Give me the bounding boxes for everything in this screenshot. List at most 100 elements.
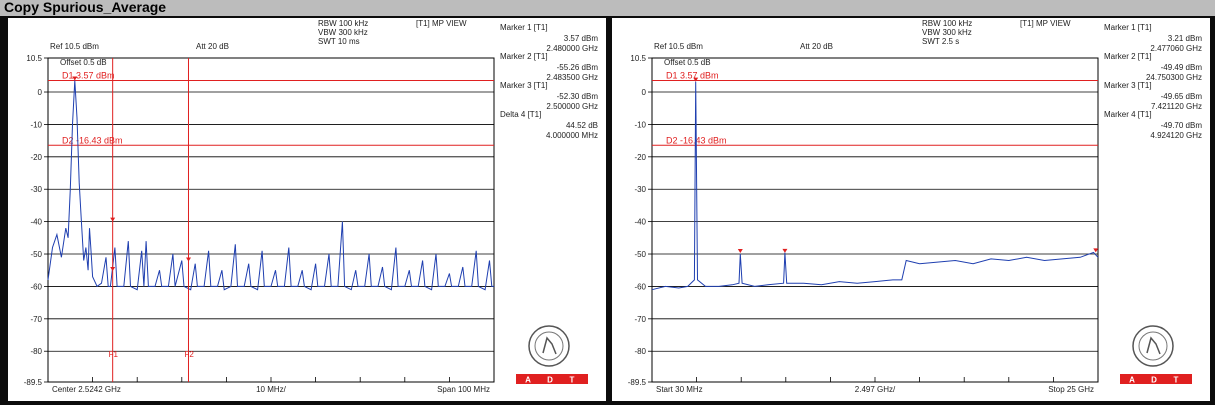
marker-glyph (110, 217, 116, 222)
y-tick-label: -89.5 (628, 378, 647, 387)
adt-logo-letter: T (1174, 376, 1179, 385)
view-mode-label: [T1] MP VIEW (1020, 19, 1071, 28)
marker-value: -49.65 dBm (1161, 92, 1203, 101)
adt-logo-bar (516, 374, 588, 384)
marker-value: 44.52 dB (566, 121, 598, 130)
x-division-label: 2.497 GHz/ (855, 385, 896, 394)
marker-value: 3.21 dBm (1168, 34, 1203, 43)
x-start-label: Start 30 MHz (656, 385, 703, 394)
adt-logo-letter: A (525, 376, 531, 385)
y-tick-label: -30 (30, 185, 42, 194)
y-tick-label: 0 (38, 88, 43, 97)
y-tick-label: -50 (634, 250, 646, 259)
marker-value: -49.70 dBm (1161, 121, 1203, 130)
d1-label: D1 3.57 dBm (62, 70, 115, 80)
adt-logo-bar (1120, 374, 1192, 384)
marker-glyph (1093, 248, 1099, 253)
offset-label: Offset 0.5 dB (60, 58, 107, 67)
y-tick-label: -70 (634, 315, 646, 324)
plot-frame (651, 57, 1099, 383)
attenuation-label: Att 20 dB (196, 42, 229, 51)
y-tick-label: -80 (634, 347, 646, 356)
ref-level-label: Ref 10.5 dBm (50, 42, 99, 51)
marker-frequency: 2.477060 GHz (1150, 44, 1202, 53)
adt-logo-letter: T (570, 376, 575, 385)
marker-glyph (737, 249, 743, 254)
page-title: Copy Spurious_Average (4, 0, 167, 15)
vbw-label: VBW 300 kHz (922, 28, 972, 37)
seal-inner-ring (1138, 331, 1168, 361)
marker-frequency: 2.480000 GHz (546, 44, 598, 53)
y-tick-label: -20 (634, 153, 646, 162)
x-division-label: 10 MHz/ (256, 385, 287, 394)
ref-level-label: Ref 10.5 dBm (654, 42, 703, 51)
y-tick-label: -89.5 (24, 378, 43, 387)
adt-logo-letter: D (1151, 376, 1157, 385)
d1-label: D1 3.57 dBm (666, 70, 719, 80)
seal-figure (1146, 336, 1161, 355)
adt-logo-letter: D (547, 376, 553, 385)
x-end-label: Stop 25 GHz (1048, 385, 1094, 394)
marker-frequency: 2.483500 GHz (546, 73, 598, 82)
marker-frequency: 2.500000 GHz (546, 102, 598, 111)
marker-title: Marker 1 [T1] (500, 23, 548, 32)
y-tick-label: -40 (634, 218, 646, 227)
marker-value: -55.26 dBm (557, 63, 599, 72)
spectrum-trace (47, 80, 494, 291)
f1-label: F1 (109, 350, 119, 359)
rbw-label: RBW 100 kHz (922, 19, 972, 28)
marker-frequency: 4.924120 GHz (1150, 131, 1202, 140)
marker-glyph (72, 76, 78, 81)
marker-value: -52.30 dBm (557, 92, 599, 101)
plot-frame (47, 57, 495, 383)
marker-title: Marker 3 [T1] (1104, 81, 1152, 90)
marker-title: Marker 4 [T1] (1104, 110, 1152, 119)
marker-frequency: 4.000000 MHz (546, 131, 598, 140)
marker-glyph (693, 77, 699, 82)
f2-label: F2 (184, 350, 194, 359)
y-tick-label: -10 (634, 120, 646, 129)
adt-logo-letter: A (1129, 376, 1135, 385)
y-tick-label: 10.5 (26, 54, 42, 63)
d2-label: D2 -16.43 dBm (62, 135, 123, 145)
marker-glyph (110, 267, 116, 272)
vbw-label: VBW 300 kHz (318, 28, 368, 37)
seal-inner-ring (534, 331, 564, 361)
x-end-label: Span 100 MHz (437, 385, 490, 394)
marker-value: 3.57 dBm (564, 34, 599, 43)
y-tick-label: -20 (30, 153, 42, 162)
sweep-time-label: SWT 2.5 s (922, 37, 959, 46)
y-tick-label: -40 (30, 218, 42, 227)
y-tick-label: -60 (634, 282, 646, 291)
x-start-label: Center 2.5242 GHz (52, 385, 121, 394)
marker-title: Marker 1 [T1] (1104, 23, 1152, 32)
attenuation-label: Att 20 dB (800, 42, 833, 51)
offset-label: Offset 0.5 dB (664, 58, 711, 67)
marker-value: -49.49 dBm (1161, 63, 1203, 72)
marker-title: Delta 4 [T1] (500, 110, 541, 119)
view-mode-label: [T1] MP VIEW (416, 19, 467, 28)
seal-figure (542, 336, 557, 355)
y-tick-label: 0 (642, 88, 647, 97)
spectrum-panel-left: Ref 10.5 dBm Att 20 dB RBW 100 kHz VBW 300 … (8, 18, 606, 401)
spectrum-trace (651, 81, 1099, 291)
marker-title: Marker 3 [T1] (500, 81, 548, 90)
y-tick-label: -60 (30, 282, 42, 291)
rbw-label: RBW 100 kHz (318, 19, 368, 28)
y-tick-label: -30 (634, 185, 646, 194)
title-bar: Copy Spurious_Average (0, 0, 1215, 16)
y-tick-label: -70 (30, 315, 42, 324)
marker-title: Marker 2 [T1] (1104, 52, 1152, 61)
sweep-time-label: SWT 10 ms (318, 37, 360, 46)
y-tick-label: -50 (30, 250, 42, 259)
marker-title: Marker 2 [T1] (500, 52, 548, 61)
marker-frequency: 7.421120 GHz (1151, 102, 1202, 111)
marker-glyph (782, 248, 788, 253)
y-tick-label: -10 (30, 120, 42, 129)
y-tick-label: 10.5 (630, 54, 646, 63)
marker-glyph (185, 257, 191, 262)
y-tick-label: -80 (30, 347, 42, 356)
spectrum-panel-right: Ref 10.5 dBm Att 20 dB RBW 100 kHz VBW 300 … (612, 18, 1210, 401)
